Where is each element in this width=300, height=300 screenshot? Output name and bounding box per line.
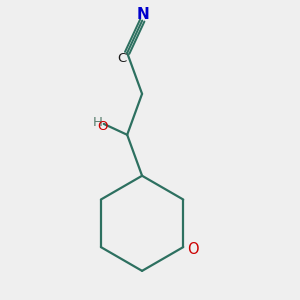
Text: C: C bbox=[118, 52, 127, 65]
Text: N: N bbox=[137, 8, 150, 22]
Text: O: O bbox=[187, 242, 199, 256]
Text: O: O bbox=[97, 120, 107, 133]
Text: H: H bbox=[93, 116, 103, 129]
